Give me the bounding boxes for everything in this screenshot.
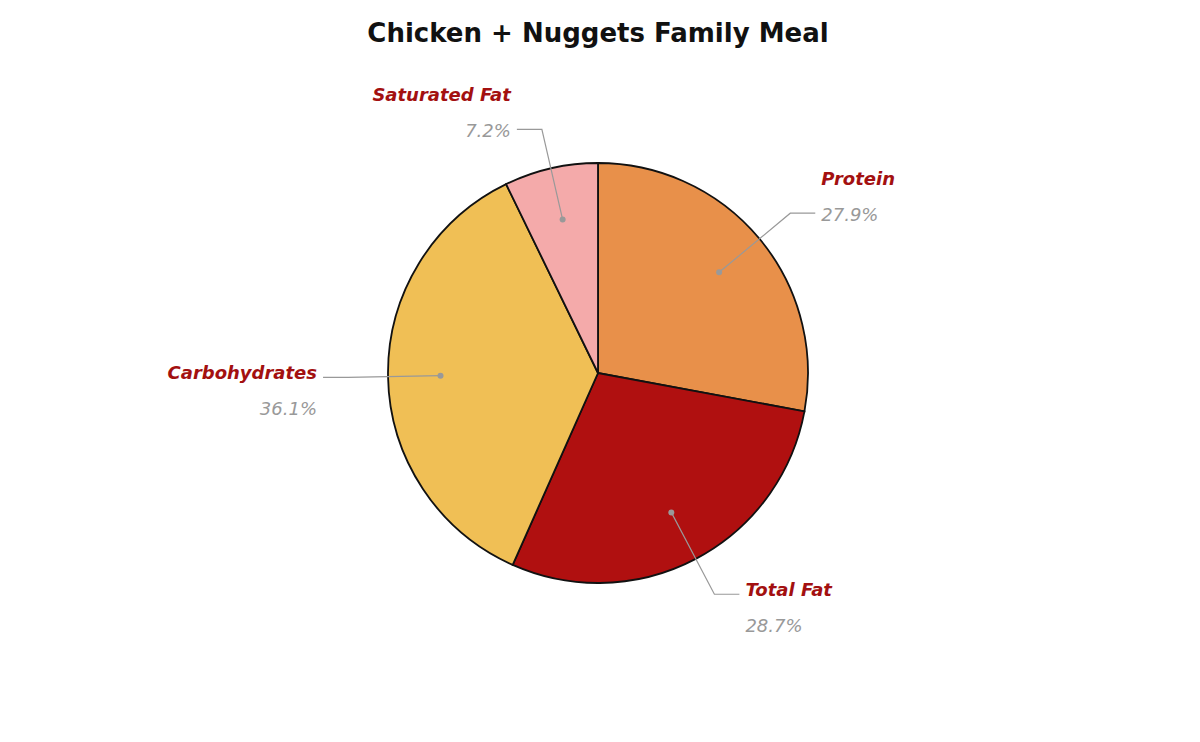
svg-text:28.7%: 28.7% [745,615,802,636]
svg-text:7.2%: 7.2% [465,120,511,141]
svg-text:Total Fat: Total Fat [745,579,833,600]
svg-text:Carbohydrates: Carbohydrates [168,362,318,383]
svg-text:36.1%: 36.1% [260,398,317,419]
html-text:Chicken + Nuggets Family Meal: Chicken + Nuggets Family Meal [367,18,829,48]
svg-text:Saturated Fat: Saturated Fat [372,84,512,105]
svg-text:27.9%: 27.9% [821,204,878,225]
svg-text:Protein: Protein [821,168,895,189]
